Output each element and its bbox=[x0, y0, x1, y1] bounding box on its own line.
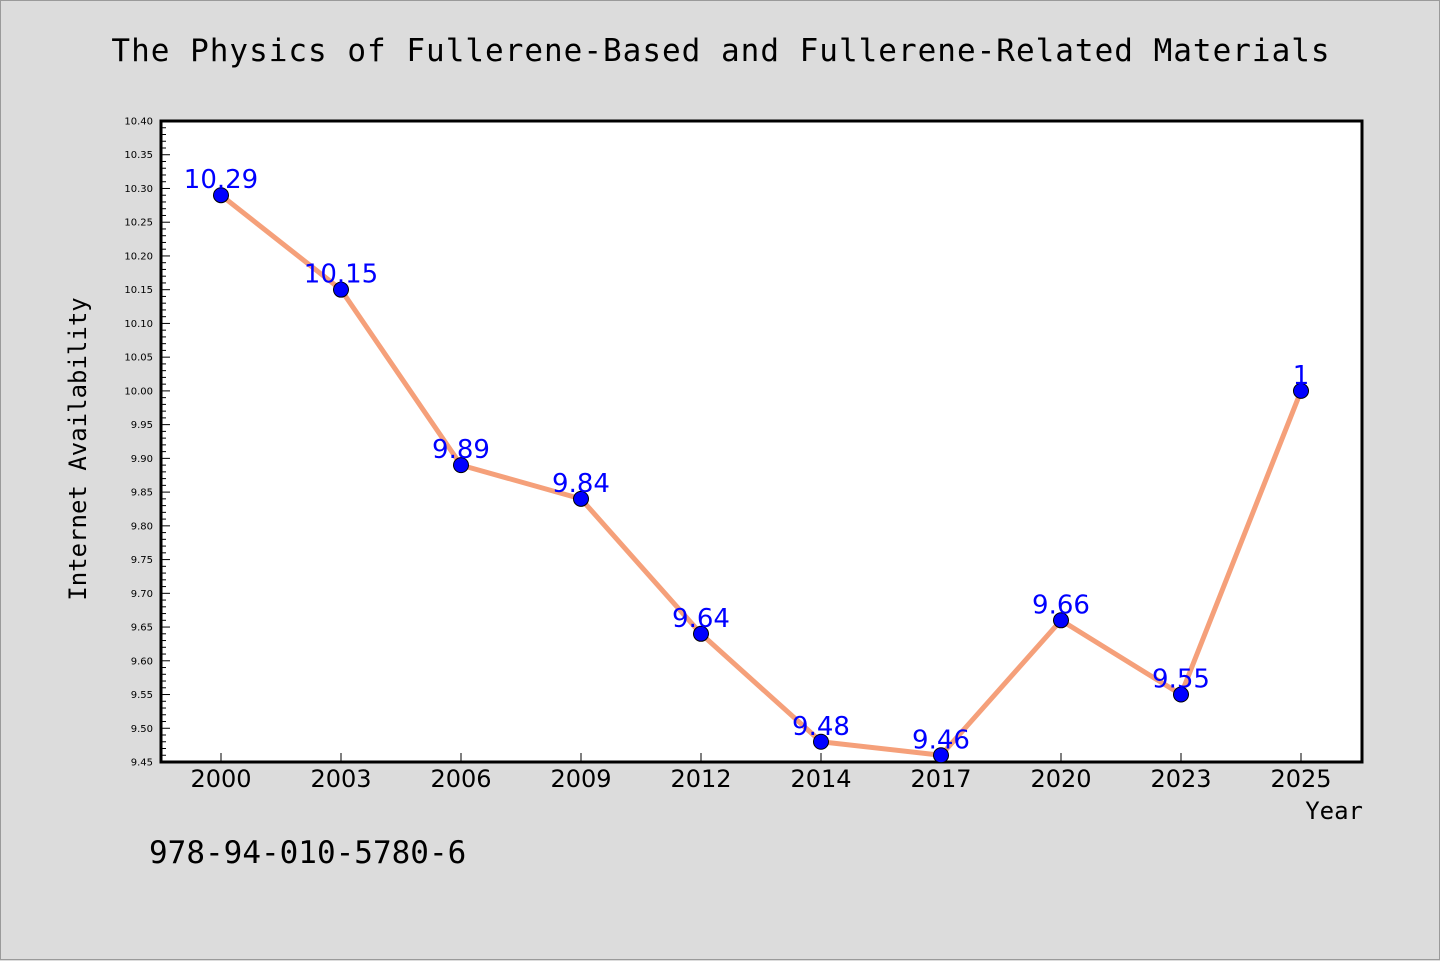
plot-area bbox=[161, 121, 1362, 762]
x-tick-label: 2023 bbox=[1150, 765, 1211, 793]
data-label: 10.29 bbox=[184, 165, 258, 195]
data-point bbox=[573, 490, 589, 507]
y-tick-label: 9.50 bbox=[131, 724, 153, 735]
y-tick-label: 10.10 bbox=[124, 319, 153, 330]
data-label: 9.89 bbox=[432, 435, 490, 465]
data-point bbox=[1053, 612, 1069, 629]
chart-title: The Physics of Fullerene-Based and Fulle… bbox=[111, 33, 1331, 69]
data-point bbox=[1293, 382, 1309, 399]
y-tick-label: 9.45 bbox=[131, 758, 153, 769]
x-tick-label: 2000 bbox=[190, 765, 251, 793]
x-tick-label: 2017 bbox=[910, 765, 971, 793]
y-tick-label: 9.95 bbox=[131, 420, 153, 431]
data-point bbox=[453, 457, 469, 474]
y-tick-label: 9.70 bbox=[131, 589, 153, 600]
y-tick-label: 9.55 bbox=[131, 690, 153, 701]
y-tick-label: 10.05 bbox=[124, 353, 153, 364]
x-tick-label: 2025 bbox=[1270, 765, 1331, 793]
data-label: 1 bbox=[1293, 361, 1310, 391]
series-line bbox=[218, 192, 1304, 758]
y-tick-label: 9.60 bbox=[131, 656, 153, 667]
y-tick-label: 10.25 bbox=[124, 218, 153, 229]
y-tick-label: 10.30 bbox=[124, 184, 153, 195]
y-tick-label: 10.35 bbox=[124, 150, 153, 161]
data-label: 10.15 bbox=[304, 260, 378, 290]
x-tick-label: 2012 bbox=[670, 765, 731, 793]
y-tick-label: 9.85 bbox=[131, 488, 153, 499]
data-point bbox=[1173, 686, 1189, 703]
y-tick-label: 10.20 bbox=[124, 251, 153, 262]
y-tick-label: 10.15 bbox=[124, 285, 153, 296]
data-label: 9.84 bbox=[552, 469, 610, 499]
y-tick-label: 9.90 bbox=[131, 454, 153, 465]
isbn-text: 978-94-010-5780-6 bbox=[149, 835, 467, 871]
x-tick-label: 2006 bbox=[430, 765, 491, 793]
plot-border bbox=[159, 119, 1364, 764]
y-tick-label: 10.40 bbox=[124, 117, 153, 128]
x-tick-label: 2003 bbox=[310, 765, 371, 793]
x-tick-label: 2009 bbox=[550, 765, 611, 793]
data-point bbox=[213, 187, 229, 204]
data-point bbox=[933, 747, 949, 764]
data-label: 9.64 bbox=[672, 604, 730, 634]
data-label: 9.46 bbox=[912, 725, 970, 755]
y-tick-label: 9.75 bbox=[131, 555, 153, 566]
data-label: 9.66 bbox=[1032, 590, 1090, 620]
data-point bbox=[813, 733, 829, 750]
x-tick-label: 2014 bbox=[790, 765, 851, 793]
y-tick-label: 10.00 bbox=[124, 386, 153, 397]
data-point bbox=[333, 281, 349, 298]
data-label: 9.48 bbox=[792, 712, 850, 742]
x-tick-label: 2020 bbox=[1030, 765, 1091, 793]
x-axis-label: Year bbox=[1305, 797, 1363, 825]
y-tick-label: 9.80 bbox=[131, 521, 153, 532]
y-tick-label: 9.65 bbox=[131, 623, 153, 634]
data-point bbox=[693, 625, 709, 642]
data-label: 9.55 bbox=[1152, 665, 1210, 695]
